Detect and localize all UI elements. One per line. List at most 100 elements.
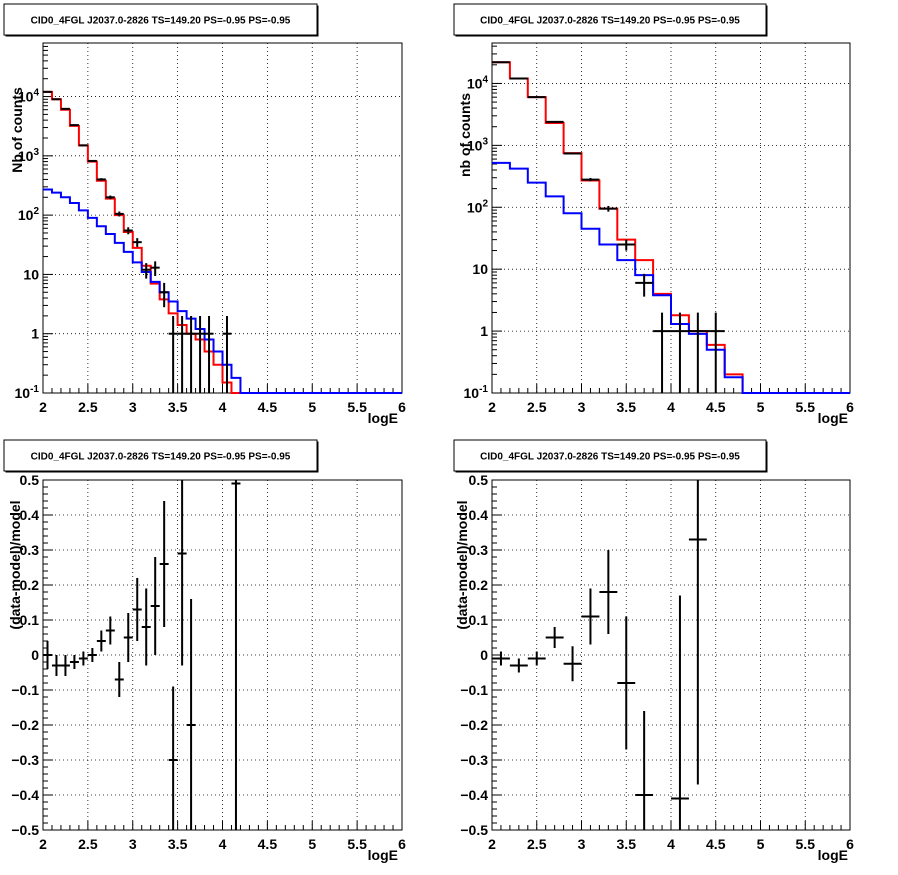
data-point [599, 205, 618, 212]
y-tick-label: 0.5 [20, 472, 40, 488]
chart-panel-1: CID0_4FGL J2037.0-2826 TS=149.20 PS=-0.9… [3, 3, 406, 426]
data-point [150, 557, 160, 655]
y-tick-label: 104 [18, 88, 40, 105]
title-box [3, 439, 318, 472]
data-point [186, 599, 196, 830]
y-tick-label: 103 [18, 147, 40, 164]
data-point [231, 480, 241, 830]
data-point [688, 312, 707, 393]
chart-panel-3: CID0_4FGL J2037.0-2826 TS=149.20 PS=-0.9… [3, 439, 406, 863]
data-point [195, 315, 205, 393]
y-tick-label: −0.3 [460, 752, 488, 768]
x-tick-label: 4 [667, 836, 675, 852]
data-point [671, 312, 689, 393]
y-tick-label: 10-1 [464, 384, 489, 401]
chart-title: CID0_4FGL J2037.0-2826 TS=149.20 PS=-0.9… [480, 452, 740, 463]
x-tick-label: 2.5 [78, 399, 98, 415]
x-axis-label: logE [368, 847, 398, 863]
data-point [653, 312, 671, 393]
data-point [563, 646, 582, 682]
data-point [60, 655, 70, 676]
x-tick-label: 4.5 [706, 836, 726, 852]
data-point [43, 641, 52, 669]
data-point [527, 96, 546, 99]
x-tick-label: 3.5 [168, 399, 188, 415]
data-point [563, 152, 582, 155]
data-point [69, 655, 79, 669]
x-tick-label: 5 [308, 399, 316, 415]
y-tick-label: 0.3 [20, 542, 40, 558]
y-tick-label: 102 [467, 198, 489, 215]
x-tick-label: 4.5 [258, 836, 278, 852]
title-box [453, 3, 767, 36]
y-tick-label: 0.1 [469, 612, 489, 628]
data-point [635, 273, 654, 297]
x-tick-label: 6 [846, 836, 854, 852]
data-point [123, 227, 133, 235]
y-tick-label: 0.1 [20, 612, 40, 628]
y-tick-label: 104 [467, 74, 489, 91]
data-point [635, 711, 654, 830]
x-tick-label: 2.5 [78, 836, 98, 852]
data-point [186, 315, 196, 393]
data-points [43, 480, 241, 830]
y-tick-label: −0.2 [460, 717, 488, 733]
x-tick-label: 3 [129, 836, 137, 852]
data-point [204, 315, 214, 393]
x-tick-label: 5 [757, 836, 765, 852]
y-tick-label: 0.4 [469, 507, 489, 523]
data-point [105, 195, 115, 200]
y-tick-label: 1 [480, 323, 488, 339]
x-tick-label: 6 [398, 836, 406, 852]
data-point [617, 239, 636, 251]
data-point [96, 178, 106, 181]
grid [492, 43, 850, 393]
y-tick-label: 0 [31, 647, 39, 663]
y-axis-label: Nb of counts [9, 87, 25, 173]
y-tick-label: 0.2 [20, 577, 40, 593]
x-tick-label: 2 [39, 399, 47, 415]
x-tick-label: 5.5 [796, 836, 816, 852]
data-point [105, 616, 115, 645]
y-tick-label: 10 [23, 266, 39, 282]
data-point [599, 550, 618, 634]
data-points [492, 61, 725, 393]
data-point [132, 578, 142, 641]
x-tick-label: 3 [578, 399, 586, 415]
data-point [177, 480, 187, 666]
data-point [87, 159, 97, 162]
chart-title: CID0_4FGL J2037.0-2826 TS=149.20 PS=-0.9… [31, 452, 291, 463]
data-points [492, 480, 707, 830]
data-point [78, 651, 88, 666]
data-points [43, 90, 232, 393]
x-tick-label: 3.5 [617, 836, 637, 852]
y-tick-label: −0.5 [460, 822, 488, 838]
data-point [159, 501, 169, 627]
x-tick-label: 2.5 [527, 399, 547, 415]
x-tick-label: 4.5 [258, 399, 278, 415]
x-tick-label: 4.5 [706, 399, 726, 415]
data-point [60, 107, 70, 110]
y-tick-label: 1 [31, 326, 39, 342]
data-point [78, 144, 88, 147]
y-tick-label: 0.3 [469, 542, 489, 558]
data-point [527, 651, 546, 666]
data-point [222, 315, 232, 393]
title-box [3, 3, 318, 36]
x-tick-label: 2 [39, 836, 47, 852]
x-tick-label: 4 [667, 399, 675, 415]
y-tick-label: 10 [472, 261, 488, 277]
data-point [69, 124, 79, 127]
x-tick-label: 4 [219, 836, 227, 852]
chart-title: CID0_4FGL J2037.0-2826 TS=149.20 PS=-0.9… [31, 16, 291, 27]
data-point [114, 211, 124, 217]
y-tick-label: −0.4 [460, 787, 488, 803]
chart-panel-4: CID0_4FGL J2037.0-2826 TS=149.20 PS=-0.9… [453, 439, 854, 863]
x-tick-label: 6 [846, 399, 854, 415]
y-tick-label: 0.5 [469, 472, 489, 488]
x-axis-label: logE [368, 410, 398, 426]
y-tick-label: 103 [467, 136, 489, 153]
x-tick-label: 5.5 [347, 836, 367, 852]
y-axis-label: nb of counts [457, 93, 473, 177]
x-tick-label: 3.5 [168, 836, 188, 852]
